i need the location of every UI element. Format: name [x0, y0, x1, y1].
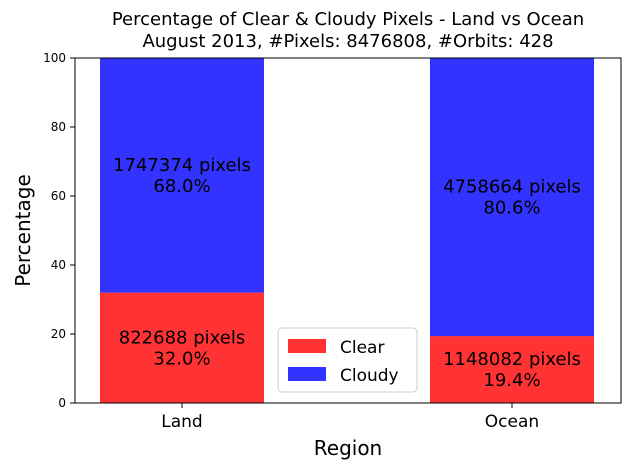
legend-swatch-clear	[288, 339, 326, 353]
y-axis: 0 20 40 60 80 100 Percentage	[11, 51, 75, 410]
chart-title-line: August 2013, #Pixels: 8476808, #Orbits: …	[142, 31, 553, 52]
plot-area: 822688 pixels 32.0% 1747374 pixels 68.0% 114…	[74, 57, 622, 404]
y-tick-label: 60	[51, 189, 66, 203]
bar-clear-land	[100, 292, 264, 403]
y-tick-label: 40	[51, 258, 66, 272]
legend: Clear Cloudy	[277, 327, 418, 393]
y-axis-label: Percentage	[11, 174, 35, 287]
x-tick-label: Ocean	[485, 412, 539, 432]
x-axis-label: Region	[314, 436, 382, 460]
legend-swatch-cloudy	[288, 367, 326, 381]
bar-cloudy-land	[100, 58, 264, 293]
plot-frame	[74, 57, 622, 404]
bar-data-label: 822688 pixels 32.0%	[119, 327, 245, 369]
legend-label-clear: Clear	[340, 338, 384, 358]
y-tick-label: 0	[58, 396, 66, 410]
y-tick-label: 100	[43, 51, 66, 65]
y-tick-label: 80	[51, 120, 66, 134]
bar-data-label: 4758664 pixels 80.6%	[443, 177, 581, 219]
legend-label-cloudy: Cloudy	[340, 366, 399, 386]
chart-title: Percentage of Clear & Cloudy Pixels - La…	[112, 9, 584, 52]
bar-data-label: 1747374 pixels 68.0%	[113, 155, 251, 197]
bar-clear-ocean	[430, 336, 594, 403]
y-tick-label: 20	[51, 327, 66, 341]
x-tick-label: Land	[161, 412, 202, 432]
x-axis: Land Ocean Region	[161, 403, 539, 460]
chart-title-line: Percentage of Clear & Cloudy Pixels - La…	[112, 9, 584, 30]
bar-data-label: 1148082 pixels 19.4%	[443, 349, 581, 391]
bar-cloudy-ocean	[430, 58, 594, 337]
